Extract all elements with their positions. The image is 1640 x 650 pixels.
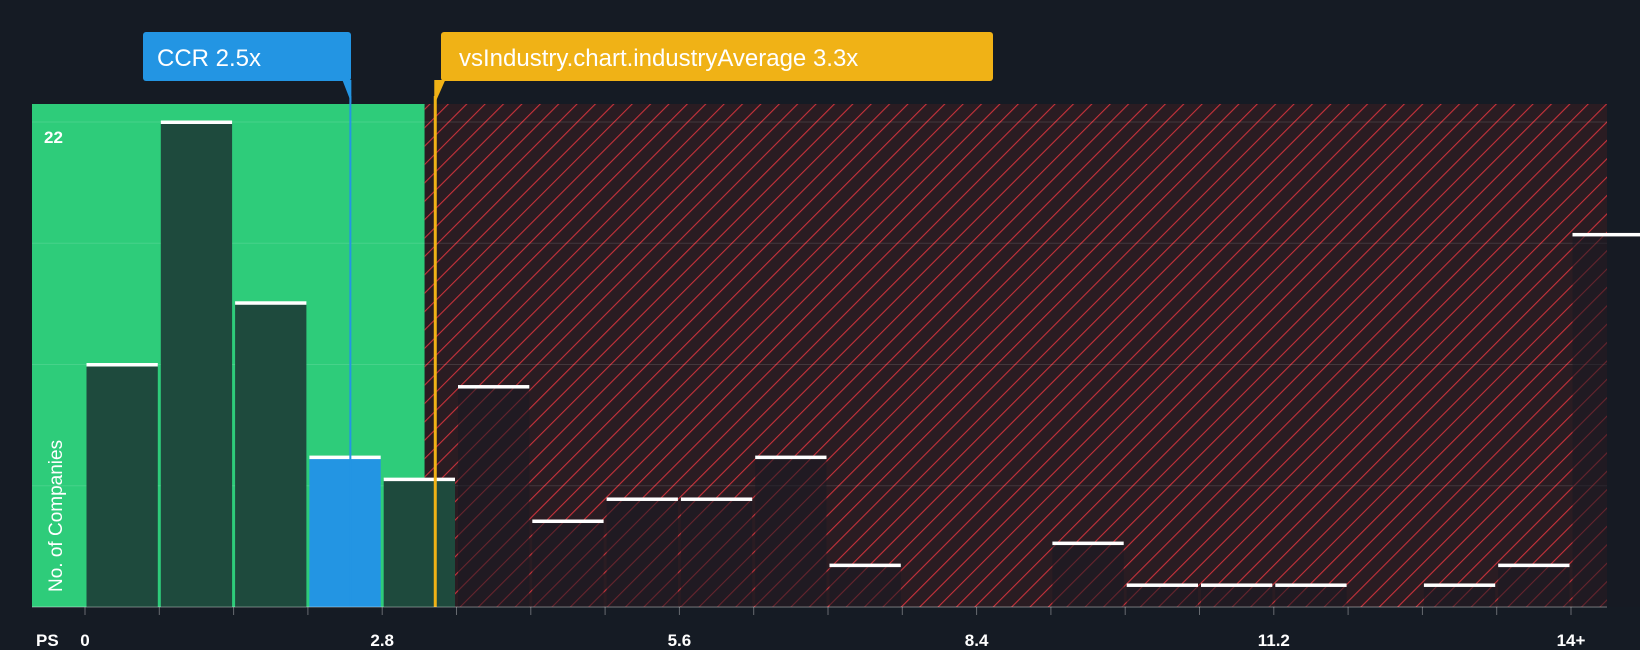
histogram-bar (1052, 543, 1124, 607)
x-tick-label: 2.8 (370, 631, 394, 650)
bar-top-line (309, 455, 381, 460)
bar-top-line (1423, 583, 1496, 587)
company-callout-box (143, 32, 351, 81)
histogram-bar (1423, 584, 1496, 607)
bar-top-line (532, 519, 604, 524)
histogram-bar (1572, 234, 1640, 607)
y-axis-top-tick: 22 (44, 128, 63, 147)
company-callout-label: CCR 2.5x (157, 45, 261, 72)
histogram-bar (383, 479, 455, 607)
industry-callout-box (441, 32, 993, 81)
histogram-bar (160, 122, 233, 607)
x-axis: 0 2.8 5.6 8.4 11.2 14+ (32, 606, 1607, 650)
bar-top-line (606, 497, 678, 501)
bar-top-line (86, 363, 158, 367)
company-callout-pointer (342, 80, 352, 103)
industry-callout-label: vsIndustry.chart.industryAverage 3.3x (459, 45, 858, 72)
x-tick-label: 5.6 (668, 631, 692, 650)
histogram-bar (606, 498, 678, 607)
x-tick-label: 8.4 (965, 631, 989, 650)
bar-top-line (755, 455, 827, 460)
histogram-bar (1498, 565, 1570, 607)
histogram-bar (1201, 584, 1273, 607)
x-axis-prefix: PS (36, 631, 59, 650)
histogram-bar (829, 565, 901, 607)
histogram-bar (680, 498, 753, 607)
histogram-bar (86, 364, 158, 607)
bar-top-line (1275, 583, 1347, 587)
x-tick-label: 14+ (1557, 631, 1586, 650)
bar-top-line (160, 120, 233, 124)
bar-top-line (680, 497, 753, 501)
bar-top-line (383, 477, 455, 482)
bar-top-line (1572, 232, 1640, 237)
histogram-bar (458, 386, 530, 607)
industry-callout: vsIndustry.chart.industryAverage 3.3x (434, 32, 993, 105)
histogram-bar (755, 457, 827, 607)
histogram-bars (86, 120, 1640, 607)
x-tick-label: 11.2 (1258, 631, 1290, 650)
histogram-bar (1275, 584, 1347, 607)
bar-top-line (235, 301, 307, 305)
y-axis-title: No. of Companies (46, 440, 67, 592)
bar-top-line (1126, 583, 1198, 587)
bar-top-line (1201, 583, 1273, 587)
industry-callout-pointer (434, 80, 446, 105)
value-markers (349, 96, 437, 607)
histogram-bar (532, 521, 604, 607)
x-tick-label: 0 (80, 631, 89, 650)
bar-top-line (458, 385, 530, 389)
histogram-bar (235, 302, 307, 607)
company-callout: CCR 2.5x (143, 32, 352, 103)
company-bar (309, 457, 381, 607)
bar-top-line (1052, 541, 1124, 546)
bar-top-line (829, 563, 901, 568)
histogram-bar (1126, 584, 1198, 607)
bar-top-line (1498, 563, 1570, 568)
